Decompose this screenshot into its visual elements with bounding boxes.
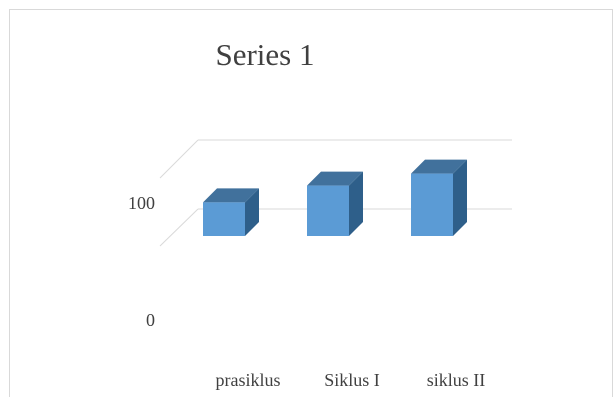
x-axis-labels: prasiklus Siklus I siklus II bbox=[216, 370, 486, 390]
chart-title: Series 1 bbox=[215, 37, 314, 72]
gridline-lower-diagonal bbox=[159, 208, 199, 247]
bar-0 bbox=[203, 202, 245, 236]
bar-1 bbox=[307, 185, 349, 236]
bars bbox=[203, 159, 467, 236]
bar-side-0 bbox=[245, 188, 259, 236]
bar-side-1 bbox=[349, 171, 363, 236]
bar-top-1 bbox=[307, 171, 363, 186]
x-tick-label-2: siklus II bbox=[427, 370, 486, 390]
y-tick-label-0: 0 bbox=[146, 310, 155, 330]
y-tick-label-100: 100 bbox=[128, 193, 155, 213]
gridline-upper-diagonal bbox=[159, 139, 199, 179]
x-tick-label-1: Siklus I bbox=[324, 370, 380, 390]
bar-2 bbox=[411, 173, 453, 236]
x-tick-label-0: prasiklus bbox=[216, 370, 281, 390]
bar-top-0 bbox=[203, 188, 259, 203]
bar-side-2 bbox=[453, 159, 467, 236]
bar-top-2 bbox=[411, 159, 467, 174]
